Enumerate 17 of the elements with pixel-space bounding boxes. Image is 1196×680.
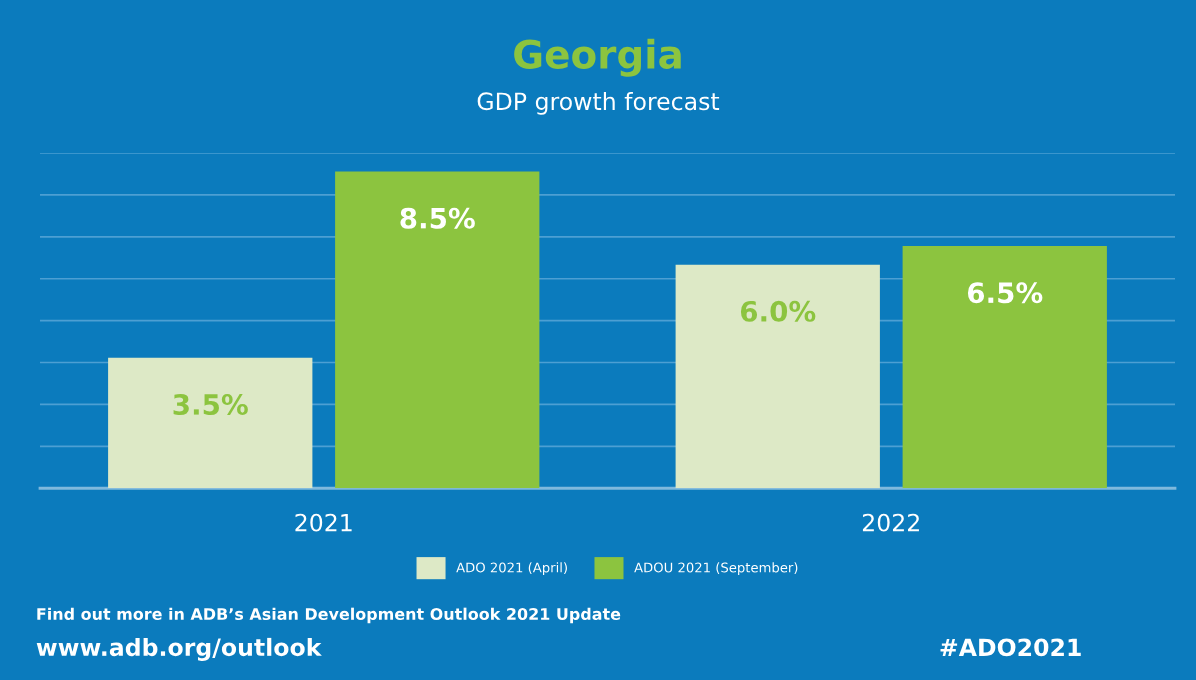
data-label: 8.5% <box>400 207 475 229</box>
x-tick-label: 2022 <box>862 513 919 532</box>
x-tick-label: 2021 <box>295 513 352 532</box>
text: Find out more in ADB’s Asian Development Outlook 2021 Update <box>37 607 621 624</box>
legend-label: ADOU 2021 (September) <box>634 562 798 576</box>
data-label: 3.5% <box>173 393 248 415</box>
bar <box>902 246 1107 489</box>
chart-subtitle: GDP growth forecast <box>477 91 720 115</box>
legend-label: ADO 2021 (April) <box>456 562 567 576</box>
bar <box>675 264 880 489</box>
bar <box>108 357 313 489</box>
text: #ADO2021 <box>940 638 1081 657</box>
data-label: 6.0% <box>740 300 816 322</box>
text: www.adb.org/outlook <box>36 637 322 661</box>
data-label: 6.5% <box>967 282 1043 304</box>
bar <box>335 171 540 489</box>
chart-title: Georgia <box>514 38 681 77</box>
